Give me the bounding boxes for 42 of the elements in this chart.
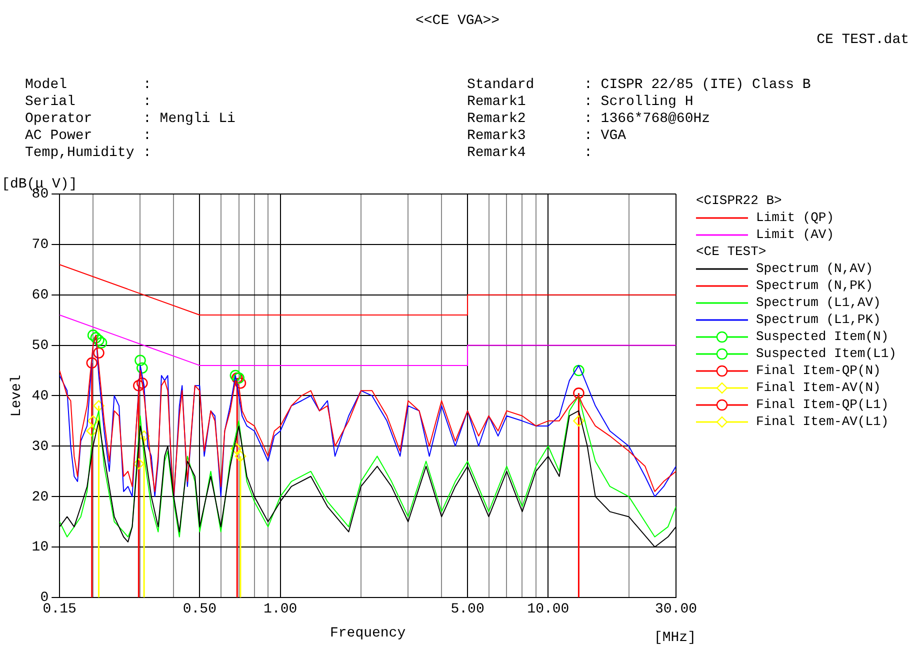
text: [MHz] xyxy=(654,630,696,646)
legend-label: Limit (QP) xyxy=(756,209,834,226)
y-axis-title: Level xyxy=(9,374,26,417)
legend-title: <CISPR22 B> xyxy=(696,192,783,209)
y-tick-label: 50 xyxy=(32,338,49,354)
text: Serial : xyxy=(25,94,152,110)
y-tick-label: 20 xyxy=(32,489,49,506)
y-tick-label: 40 xyxy=(32,388,49,404)
legend-label: Spectrum (N,PK) xyxy=(756,277,874,294)
legend-label: Spectrum (L1,AV) xyxy=(756,294,881,311)
x-tick-label: 0.50 xyxy=(182,602,216,618)
legend-label: Final Item-QP(L1) xyxy=(756,396,889,413)
legend-label: Suspected Item(L1) xyxy=(756,345,896,362)
text: Remark2 : 1366*768@60Hz xyxy=(467,111,710,127)
y-tick-label: 30 xyxy=(32,438,49,455)
text: Operator : Mengli Li xyxy=(25,111,236,127)
text: Standard : CISPR 22/85 (ITE) Class B xyxy=(467,77,811,93)
legend-label: Suspected Item(N) xyxy=(756,328,889,345)
legend-label: Spectrum (L1,PK) xyxy=(756,311,881,328)
legend-label: Final Item-AV(N) xyxy=(756,379,881,396)
x-tick-label: 5.00 xyxy=(450,602,484,618)
x-tick-label: 30.00 xyxy=(654,602,698,618)
chart-title: <<CE VGA>> xyxy=(414,13,500,29)
x-tick-label: 0.15 xyxy=(42,602,76,618)
x-tick-label: 10.00 xyxy=(527,602,570,618)
x-tick-label: 1.00 xyxy=(264,602,298,618)
text: CE TEST.dat xyxy=(816,32,909,48)
text: Remark3 : VGA xyxy=(467,128,626,144)
text: AC Power : xyxy=(25,128,152,144)
legend-label: Final Item-QP(N) xyxy=(756,362,881,379)
y-tick-label: 10 xyxy=(32,540,49,556)
text: <CE TEST> xyxy=(696,243,768,260)
text: Remark1 : Scrolling H xyxy=(467,94,694,110)
legend-label: Spectrum (N,AV) xyxy=(756,260,874,277)
legend-label: Final Item-AV(L1) xyxy=(756,413,889,430)
legend-label: Limit (AV) xyxy=(756,226,834,243)
x-axis-title: Frequency xyxy=(330,625,406,642)
text: Remark4 : xyxy=(467,145,592,161)
text: Model : xyxy=(25,77,152,93)
text: Temp,Humidity : xyxy=(25,145,152,161)
y-tick-label: 70 xyxy=(32,237,49,254)
y-tick-label: 60 xyxy=(32,288,49,304)
